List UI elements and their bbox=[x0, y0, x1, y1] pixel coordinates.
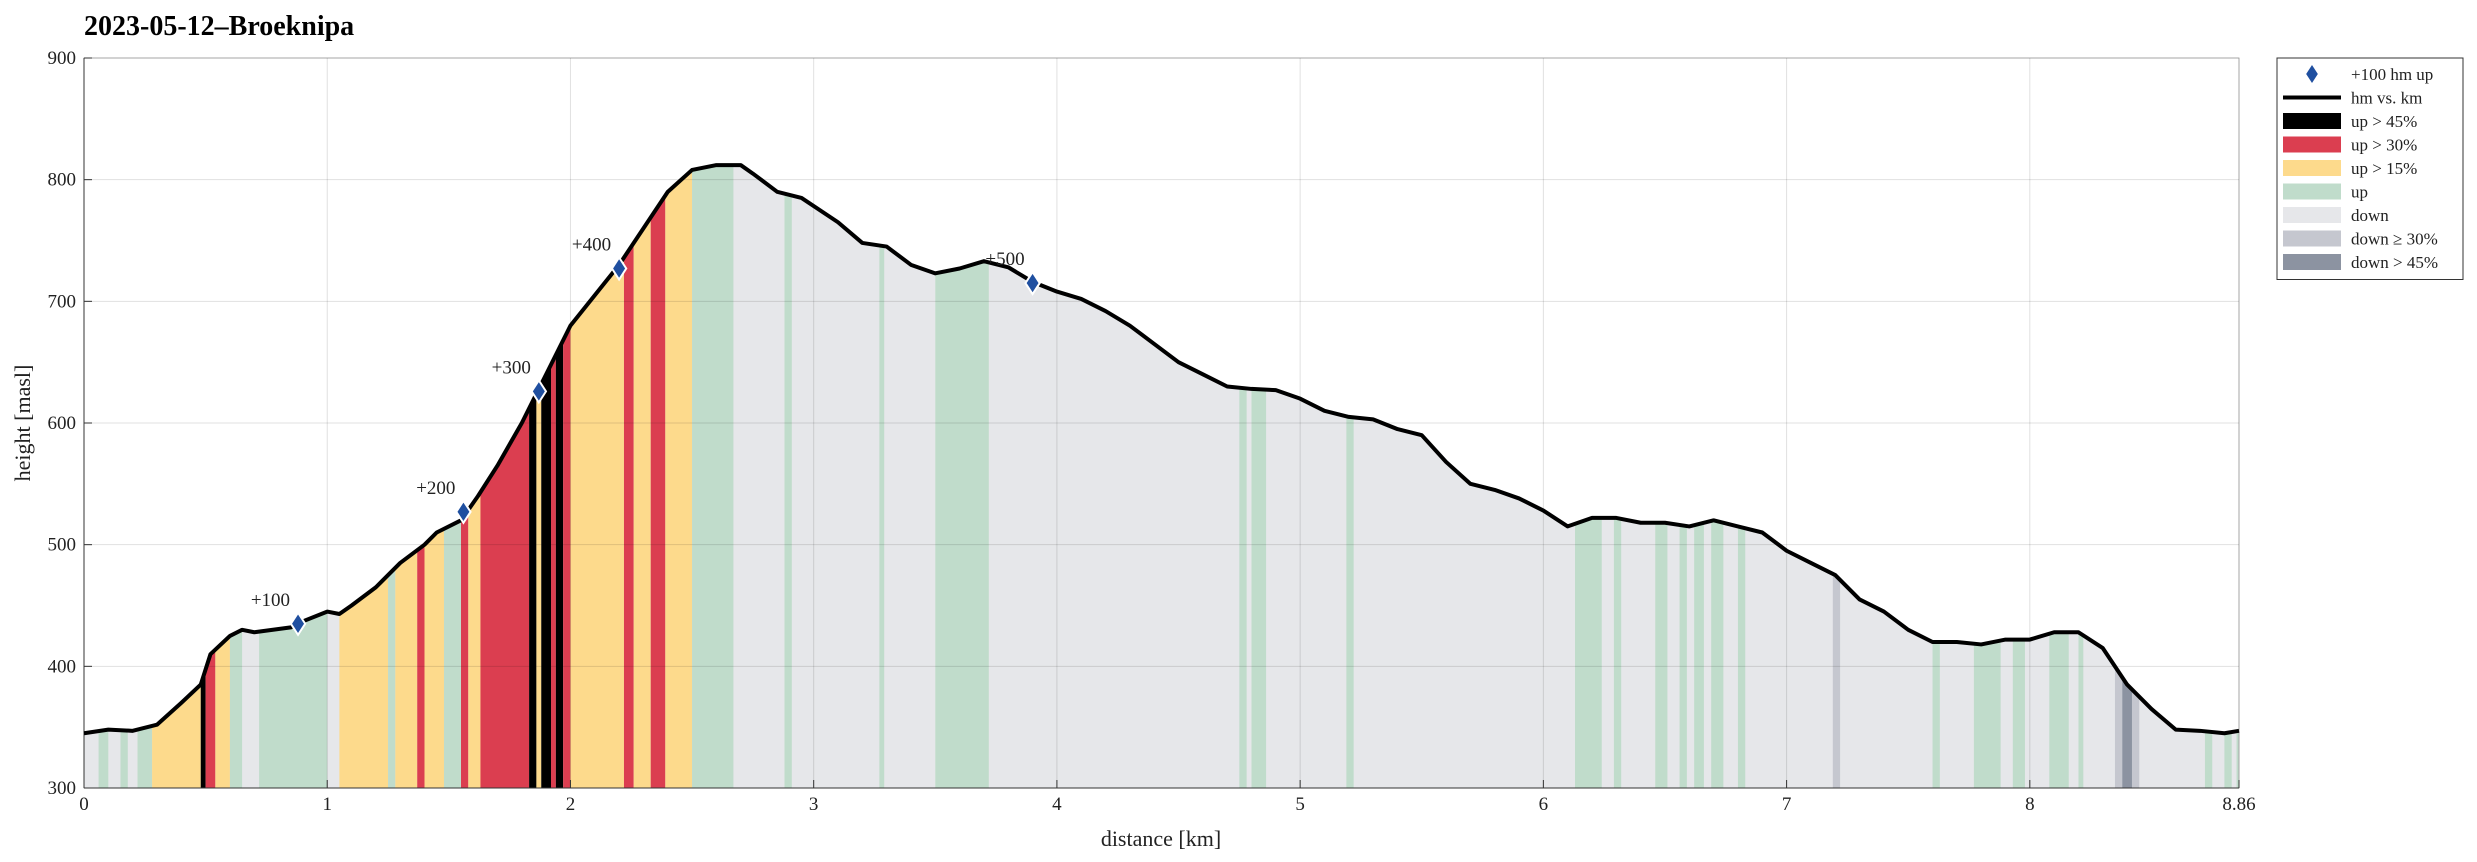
x-tick-label: 0 bbox=[79, 794, 89, 815]
y-tick-label: 400 bbox=[48, 656, 77, 677]
x-tick-label: 7 bbox=[1782, 794, 1792, 815]
band bbox=[633, 165, 651, 788]
chart-title: 2023-05-12–Broeknipa bbox=[84, 11, 354, 42]
x-tick-label: 1 bbox=[322, 794, 332, 815]
band bbox=[1346, 165, 1354, 788]
y-tick-label: 900 bbox=[48, 48, 77, 69]
milestone-label: +200 bbox=[416, 478, 455, 499]
milestone-marker bbox=[530, 378, 548, 405]
band bbox=[541, 165, 551, 788]
milestone-label: +100 bbox=[251, 590, 290, 611]
band bbox=[784, 165, 792, 788]
x-tick-label: 8.86 bbox=[2222, 794, 2255, 815]
band bbox=[692, 165, 734, 788]
band bbox=[563, 165, 571, 788]
milestone-label: +500 bbox=[985, 249, 1024, 270]
milestone-marker bbox=[1024, 270, 1041, 296]
band bbox=[650, 165, 666, 788]
y-tick-label: 800 bbox=[48, 170, 77, 191]
legend-label: down bbox=[2351, 206, 2389, 225]
band bbox=[665, 165, 693, 788]
band bbox=[550, 165, 556, 788]
band bbox=[879, 165, 885, 788]
legend-label: up > 30% bbox=[2351, 136, 2417, 155]
milestone-label: +300 bbox=[492, 357, 531, 378]
y-tick-label: 600 bbox=[48, 413, 77, 434]
band bbox=[1239, 165, 1247, 788]
legend-swatch bbox=[2283, 183, 2341, 200]
legend-label: up bbox=[2351, 183, 2368, 202]
milestone-label: +400 bbox=[572, 234, 611, 255]
y-axis-label: height [masl] bbox=[10, 365, 35, 482]
band bbox=[555, 165, 564, 788]
legend-label: down > 45% bbox=[2351, 253, 2438, 272]
legend-swatch bbox=[2283, 113, 2341, 129]
legend-swatch bbox=[2283, 230, 2341, 247]
band bbox=[536, 165, 542, 788]
legend-swatch bbox=[2283, 160, 2341, 176]
plot: +100 +200 +300 +400 +500 bbox=[83, 163, 2240, 736]
y-tick-label: 700 bbox=[48, 291, 77, 312]
milestone-marker bbox=[289, 610, 307, 637]
legend-swatch bbox=[2283, 136, 2341, 153]
legend-swatch bbox=[2283, 207, 2341, 223]
legend-symbol bbox=[2306, 65, 2318, 83]
grid: 300 400 500 600 700 800 900 0 1 2 3 4 5 6 7 8 8.86 bbox=[48, 48, 2256, 815]
x-axis-label: distance [km] bbox=[1101, 826, 1221, 851]
y-tick-label: 500 bbox=[48, 535, 77, 556]
band bbox=[623, 165, 634, 788]
x-tick-label: 6 bbox=[1539, 794, 1549, 815]
milestone-marker bbox=[610, 255, 628, 282]
x-tick-label: 8 bbox=[2025, 794, 2035, 815]
profile-line bbox=[83, 163, 2240, 736]
legend-label: up > 45% bbox=[2351, 112, 2417, 131]
x-tick-label: 3 bbox=[809, 794, 819, 815]
legend-label: down ≥ 30% bbox=[2351, 230, 2438, 249]
x-tick-label: 4 bbox=[1052, 794, 1062, 815]
legend-swatch bbox=[2283, 254, 2341, 270]
legend-label: +100 hm up bbox=[2351, 65, 2433, 84]
milestone-marker bbox=[455, 498, 472, 525]
legend-label: up > 15% bbox=[2351, 159, 2417, 178]
legend: +100 hm up hm vs. km up > 45% up > 30% up > … bbox=[2276, 57, 2464, 280]
legend-label: hm vs. km bbox=[2351, 89, 2422, 108]
x-tick-label: 5 bbox=[1295, 794, 1305, 815]
band bbox=[529, 165, 537, 788]
x-tick-label: 2 bbox=[566, 794, 576, 815]
y-tick-label: 300 bbox=[48, 778, 77, 799]
